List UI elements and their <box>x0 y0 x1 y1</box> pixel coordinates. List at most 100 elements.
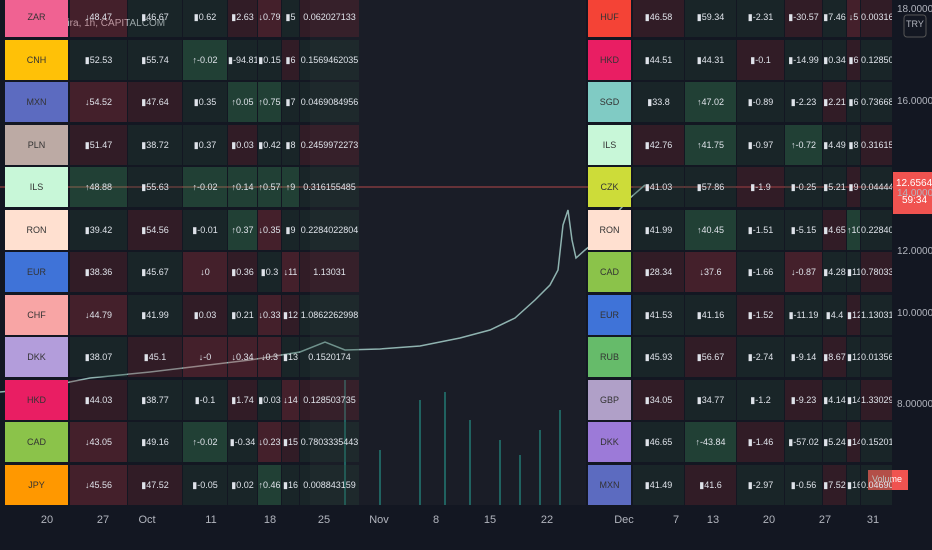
value-cell: ▮6 <box>847 39 860 80</box>
value-cell: ▮-0.1 <box>183 379 227 420</box>
value-cell: ▮34.05 <box>633 379 684 420</box>
value-cell: ▮0.3 <box>258 252 281 292</box>
value-cell: ▮8 <box>282 124 299 165</box>
currency-cell: HKD <box>588 39 631 80</box>
table-row: CZK ▮41.03 ▮57.86 ▮-1.9 ▮-0.25 ▮5.21 ▮9 0.04444… <box>585 166 893 208</box>
value-cell: ▮-2.74 <box>737 337 784 377</box>
value-cell: 0.152013 <box>861 422 892 462</box>
value-cell: 1.0862262998 <box>300 294 359 335</box>
value-cell: ▮0.03 <box>258 379 281 420</box>
currency-cell: HKD <box>5 379 68 420</box>
value-cell: ▮41.99 <box>128 294 182 335</box>
value-cell: 0.1569462035 <box>300 39 359 80</box>
price-tick-label: 18.00000 <box>897 4 932 15</box>
value-cell: ▮38.07 <box>70 337 127 377</box>
value-cell: ↓0.79 <box>258 0 281 37</box>
value-cell: ↓11 <box>282 252 299 292</box>
value-cell: 0.008843159 <box>300 464 359 505</box>
value-cell: ▮59.34 <box>685 0 736 37</box>
value-cell: ▮0.21 <box>228 294 257 335</box>
time-tick-label: 11 <box>205 514 217 526</box>
chart-title: rkish Lira, 1h, CAPITALCOM <box>38 18 166 29</box>
price-tick-label: 14.00000 <box>897 188 932 199</box>
value-cell: 0.1520174 <box>300 337 359 377</box>
value-cell: ↓0.23 <box>258 422 281 462</box>
value-cell: ↓54.52 <box>70 82 127 122</box>
value-cell: ↑48.88 <box>70 167 127 207</box>
countdown: 59:34 <box>902 195 928 206</box>
currency-cell: MXN <box>588 464 631 505</box>
value-cell: 0.128503735 <box>861 39 892 80</box>
table-row: CAD ↓43.05 ▮49.16 ↑-0.02 ▮-0.34 ↓0.23 ▮15 0.780… <box>0 421 360 463</box>
currency-cell: EUR <box>588 294 631 335</box>
value-cell: 0.003166966 <box>861 0 892 37</box>
value-cell: ▮-0.01 <box>183 209 227 250</box>
value-cell: ▮0.62 <box>183 0 227 37</box>
value-cell: ▮41.49 <box>633 464 684 505</box>
value-cell: ↓0.3 <box>258 337 281 377</box>
value-cell: 1.33029 <box>861 379 892 420</box>
value-cell: ▮-0.05 <box>183 464 227 505</box>
table-row: MXN ↓54.52 ▮47.64 ▮0.35 ↑0.05 ↑0.75 ▮7 0.046908… <box>0 81 360 123</box>
value-cell: 0.0444453246 <box>861 167 892 207</box>
value-cell: ▮0.02 <box>228 464 257 505</box>
value-cell: ▮0.36 <box>228 252 257 292</box>
value-cell: 0.013561447 <box>861 337 892 377</box>
value-cell: ▮-57.02 <box>785 422 822 462</box>
value-cell: ▮9 <box>847 167 860 207</box>
currency-cell: ILS <box>5 167 68 207</box>
value-cell: ↓-0 <box>183 337 227 377</box>
time-tick-label: 7 <box>672 514 680 526</box>
value-cell: ▮42.76 <box>633 124 684 165</box>
value-cell: ▮0.34 <box>823 39 846 80</box>
value-cell: ▮15 <box>282 422 299 462</box>
value-cell: ▮7 <box>282 82 299 122</box>
value-cell: ▮34.77 <box>685 379 736 420</box>
currency-cell: ILS <box>588 124 631 165</box>
value-cell: ▮49.16 <box>128 422 182 462</box>
value-cell: ▮41.03 <box>633 167 684 207</box>
value-cell: ▮-9.14 <box>785 337 822 377</box>
value-cell: ▮38.36 <box>70 252 127 292</box>
value-cell: ↑41.75 <box>685 124 736 165</box>
value-cell: ▮47.64 <box>128 82 182 122</box>
price-tick-label: 10.00000 <box>897 308 932 319</box>
value-cell: 0.128503735 <box>300 379 359 420</box>
currency-cell: MXN <box>5 82 68 122</box>
value-cell: ↓0.35 <box>258 209 281 250</box>
value-cell: ▮51.47 <box>70 124 127 165</box>
table-row: EUR ▮41.53 ▮41.16 ▮-1.52 ▮-11.19 ▮4.4 ▮12 1.130… <box>585 294 893 336</box>
value-cell: ↑0.05 <box>228 82 257 122</box>
value-cell: ↑0.46 <box>258 464 281 505</box>
time-tick-label: 25 <box>317 514 331 526</box>
currency-cell: RUB <box>588 337 631 377</box>
currency-cell: RON <box>5 209 68 250</box>
value-cell: ▮-2.23 <box>785 82 822 122</box>
value-cell: ▮7.46 <box>823 0 846 37</box>
value-cell: ▮1.74 <box>228 379 257 420</box>
value-cell: ↑0.14 <box>228 167 257 207</box>
value-cell: ▮0.35 <box>183 82 227 122</box>
value-cell: ▮12 <box>282 294 299 335</box>
chart-bg <box>310 0 586 505</box>
table-row: HKD ▮44.51 ▮44.31 ▮-0.1 ▮-14.99 ▮0.34 ▮6 0.1285… <box>585 39 893 81</box>
currency-label: TRY <box>906 19 924 29</box>
table-row: EUR ▮38.36 ▮45.67 ↓0 ▮0.36 ▮0.3 ↓11 1.13031 <box>0 251 360 293</box>
value-cell: ↓0.33 <box>258 294 281 335</box>
table-row: CNH ▮52.53 ▮55.74 ↑-0.02 ▮-94.81 ▮0.15 ▮6 0.156… <box>0 39 360 81</box>
value-cell: 0.2284022804 <box>300 209 359 250</box>
value-cell: ▮39.42 <box>70 209 127 250</box>
value-cell: ↑-0.72 <box>785 124 822 165</box>
value-cell: ↑40.45 <box>685 209 736 250</box>
value-cell: ▮55.63 <box>128 167 182 207</box>
value-cell: ↑-0.02 <box>183 167 227 207</box>
table-row: ILS ↑48.88 ▮55.63 ↑-0.02 ↑0.14 ↑0.57 ↑9 0.31615… <box>0 166 360 208</box>
value-cell: ↑47.02 <box>685 82 736 122</box>
value-cell: ↓0.34 <box>228 337 257 377</box>
value-cell: ▮0.15 <box>258 39 281 80</box>
value-cell: ▮46.65 <box>633 422 684 462</box>
value-cell: ▮44.03 <box>70 379 127 420</box>
value-cell: ▮8 <box>847 124 860 165</box>
